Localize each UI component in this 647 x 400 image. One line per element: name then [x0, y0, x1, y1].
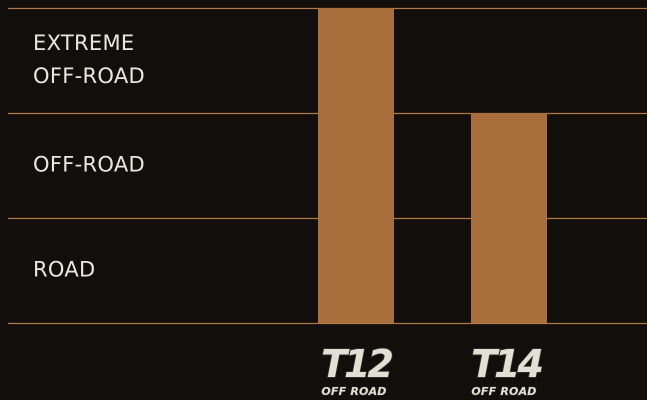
- level-label-off-road: OFF-ROAD: [33, 153, 145, 177]
- logo-sub-text: OFF ROAD: [321, 385, 386, 398]
- level-label-extreme-off-road: OFF-ROAD: [33, 64, 145, 88]
- bar-t12: [318, 8, 394, 323]
- bar-t14: [471, 113, 547, 323]
- logo-main-text: T14: [471, 342, 542, 386]
- bars: [318, 8, 547, 323]
- level-label-road: ROAD: [33, 258, 96, 282]
- logo-main-text: T12: [321, 342, 392, 386]
- logo-sub-text: OFF ROAD: [471, 385, 536, 398]
- level-label-extreme-off-road: EXTREME: [33, 31, 134, 55]
- level-labels: ROAD OFF-ROAD EXTREME OFF-ROAD: [33, 31, 145, 282]
